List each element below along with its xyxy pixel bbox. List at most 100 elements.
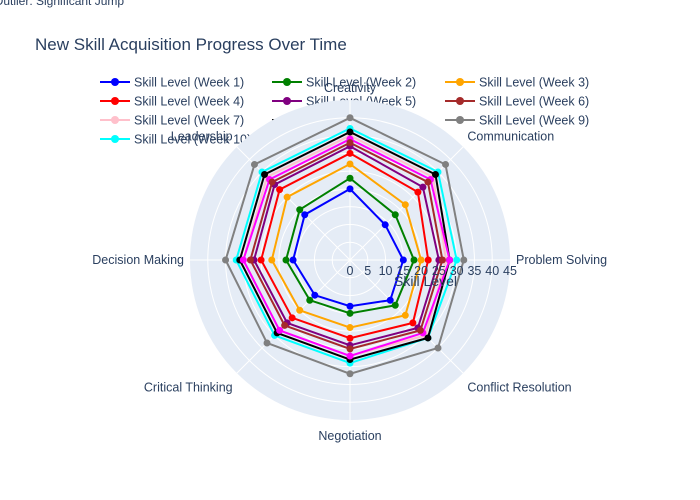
category-label: Problem Solving <box>516 253 607 267</box>
legend-label: Skill Level (Week 7) <box>134 114 244 128</box>
series-marker[interactable] <box>446 256 454 264</box>
series-marker[interactable] <box>346 185 354 193</box>
series-trace <box>222 114 468 378</box>
series-marker[interactable] <box>438 256 446 264</box>
radial-ticks: 0 5 10 15 20 25 30 35 40 45 <box>347 264 517 278</box>
series-marker[interactable] <box>301 211 309 219</box>
series-marker[interactable] <box>346 345 354 353</box>
legend-swatch-marker <box>283 97 291 105</box>
series-marker[interactable] <box>268 178 276 186</box>
series-marker[interactable] <box>391 301 399 309</box>
series-marker[interactable] <box>311 291 319 299</box>
legend-swatch-marker <box>456 97 464 105</box>
series-marker[interactable] <box>346 128 354 136</box>
legend-swatch-marker <box>456 78 464 86</box>
series-trace <box>246 139 446 353</box>
series-marker[interactable] <box>263 339 271 347</box>
series-marker[interactable] <box>417 256 425 264</box>
series-marker[interactable] <box>442 160 450 168</box>
legend-item[interactable]: Skill Level (Week 7) <box>100 114 244 128</box>
series-marker[interactable] <box>222 256 230 264</box>
series-marker[interactable] <box>453 256 461 264</box>
series-marker[interactable] <box>410 256 418 264</box>
radial-tick-label: 20 <box>414 264 428 278</box>
series-marker[interactable] <box>401 311 409 319</box>
series-marker[interactable] <box>434 344 442 352</box>
category-labels: Problem Solving Communication Creativity Le… <box>92 81 607 443</box>
radial-tick-label: 5 <box>364 264 371 278</box>
series-marker[interactable] <box>424 334 432 342</box>
legend-item[interactable]: Skill Level (Week 3) <box>445 76 589 90</box>
legend-item[interactable]: Skill Level (Week 2) <box>272 76 416 90</box>
series-marker[interactable] <box>346 174 354 182</box>
legend-swatch-marker <box>456 116 464 124</box>
series-trace <box>268 160 425 332</box>
category-label: Communication <box>467 130 554 144</box>
radial-tick-label: 15 <box>396 264 410 278</box>
series-marker[interactable] <box>250 160 258 168</box>
series-marker[interactable] <box>346 370 354 378</box>
series-marker[interactable] <box>414 188 422 196</box>
series-marker[interactable] <box>296 306 304 314</box>
series-marker[interactable] <box>346 309 354 317</box>
series-marker[interactable] <box>346 302 354 310</box>
radial-tick-label: 30 <box>450 264 464 278</box>
series-marker[interactable] <box>346 160 354 168</box>
series-marker[interactable] <box>401 201 409 209</box>
series-marker[interactable] <box>276 326 284 334</box>
chart-title: New Skill Acquisition Progress Over Time <box>35 35 347 54</box>
series-marker[interactable] <box>288 314 296 322</box>
series-marker[interactable] <box>289 256 297 264</box>
series-marker[interactable] <box>424 256 432 264</box>
series-marker[interactable] <box>346 149 354 157</box>
radial-tick-label: 35 <box>467 264 481 278</box>
series-trace <box>289 185 407 310</box>
series-marker[interactable] <box>276 186 284 194</box>
series-marker[interactable] <box>296 206 304 214</box>
series-marker[interactable] <box>346 324 354 332</box>
series-marker[interactable] <box>346 334 354 342</box>
series-marker[interactable] <box>239 256 247 264</box>
series-marker[interactable] <box>346 139 354 147</box>
series-marker[interactable] <box>261 171 269 179</box>
legend-item[interactable]: Skill Level (Week 6) <box>445 95 589 109</box>
radial-tick-label: 40 <box>485 264 499 278</box>
legend-item[interactable]: Skill Level (Week 9) <box>445 114 589 128</box>
series-marker[interactable] <box>381 221 389 229</box>
series-marker[interactable] <box>399 256 407 264</box>
legend-label: Skill Level (Week 2) <box>306 76 416 90</box>
category-label: Conflict Resolution <box>467 380 571 394</box>
series-marker[interactable] <box>431 171 439 179</box>
series-marker[interactable] <box>246 256 254 264</box>
legend-item[interactable]: Skill Level (Week 10) <box>100 133 251 147</box>
series-marker[interactable] <box>346 114 354 122</box>
legend-swatch-marker <box>111 78 119 86</box>
series-marker[interactable] <box>282 256 290 264</box>
legend-label: Skill Level (Week 1) <box>134 76 244 90</box>
series-marker[interactable] <box>283 193 291 201</box>
category-label: Creativity <box>324 81 377 95</box>
series-marker[interactable] <box>268 256 276 264</box>
series-marker[interactable] <box>424 178 432 186</box>
series-marker[interactable] <box>257 256 265 264</box>
series-trace <box>257 149 432 342</box>
series-marker[interactable] <box>409 319 417 327</box>
series-marker[interactable] <box>460 256 468 264</box>
series-trace <box>282 174 418 317</box>
series-marker[interactable] <box>419 183 427 191</box>
series-layer <box>222 114 468 378</box>
legend-item[interactable]: Skill Level (Week 1) <box>100 76 244 90</box>
series-marker[interactable] <box>346 352 354 360</box>
radial-tick-label: 10 <box>379 264 393 278</box>
category-label: Decision Making <box>92 253 184 267</box>
series-marker[interactable] <box>416 326 424 334</box>
legend-swatch-marker <box>111 116 119 124</box>
category-label: Critical Thinking <box>144 380 233 394</box>
radial-tick-label: 25 <box>432 264 446 278</box>
radial-tick-label: 0 <box>347 264 354 278</box>
series-marker[interactable] <box>281 321 289 329</box>
series-marker[interactable] <box>386 296 394 304</box>
series-marker[interactable] <box>306 296 314 304</box>
series-marker[interactable] <box>391 211 399 219</box>
legend-item[interactable]: Skill Level (Week 4) <box>100 95 244 109</box>
